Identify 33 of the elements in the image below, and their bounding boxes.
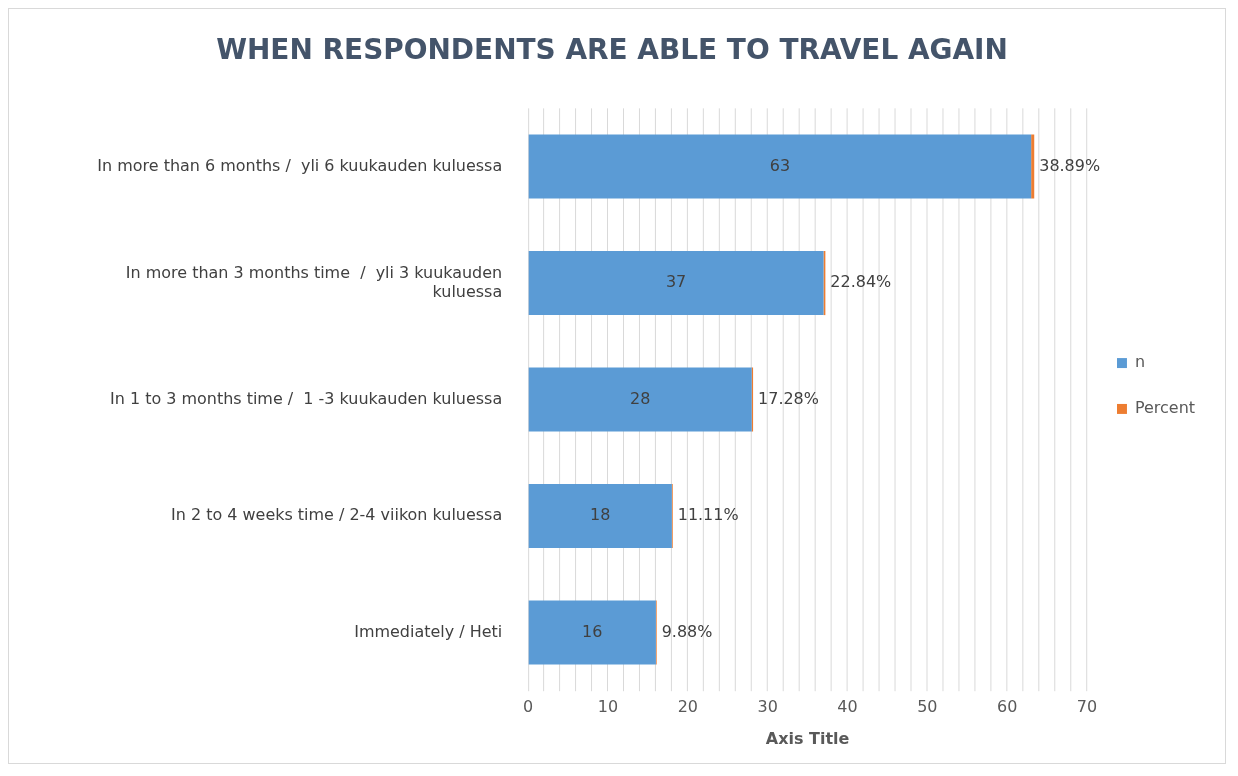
x-tick-label: 20 — [677, 697, 698, 717]
x-tick-label: 40 — [837, 697, 858, 717]
bar — [528, 484, 672, 549]
y-tick-label: In 1 to 3 months time / 1 -3 kuukauden kuluessa — [110, 388, 503, 408]
bar — [528, 367, 752, 432]
y-tick-label: In 2 to 4 weeks time / 2-4 viikon kuluessa — [171, 505, 503, 525]
data-label: 22.84% — [830, 272, 892, 292]
x-tick-label: 0 — [523, 697, 534, 717]
y-tick-label: In more than 6 months / yli 6 kuukauden kuluessa — [97, 155, 503, 175]
x-tick-label: 10 — [597, 697, 619, 717]
data-label: 9.88% — [661, 621, 713, 641]
bar — [1031, 134, 1035, 199]
y-tick-label: In more than 3 months time / yli 3 kuukauden kuluessa — [125, 262, 503, 301]
data-label: 63 — [769, 155, 791, 175]
x-tick-label: 60 — [997, 697, 1018, 717]
bar — [528, 251, 824, 316]
y-tick-label: Immediately / Heti — [354, 621, 503, 641]
data-label: 38.89% — [1039, 155, 1101, 175]
data-label: 37 — [665, 272, 687, 292]
bar — [528, 600, 656, 665]
data-label: 11.11% — [677, 505, 739, 525]
data-label: 16 — [582, 621, 603, 641]
bar — [528, 134, 1032, 199]
data-label: 18 — [590, 505, 611, 525]
x-tick-label: 30 — [757, 697, 778, 717]
x-axis-title: Axis Title — [765, 728, 850, 748]
x-tick-label: 70 — [1076, 697, 1098, 717]
x-tick-label: 50 — [917, 697, 938, 717]
legend-label: n — [1134, 352, 1146, 372]
data-label: 28 — [630, 388, 651, 408]
data-label: 17.28% — [758, 388, 819, 408]
legend-label: Percent — [1134, 398, 1196, 418]
chart-title: WHEN RESPONDENTS ARE ABLE TO TRAVEL AGAIN — [216, 32, 1008, 66]
